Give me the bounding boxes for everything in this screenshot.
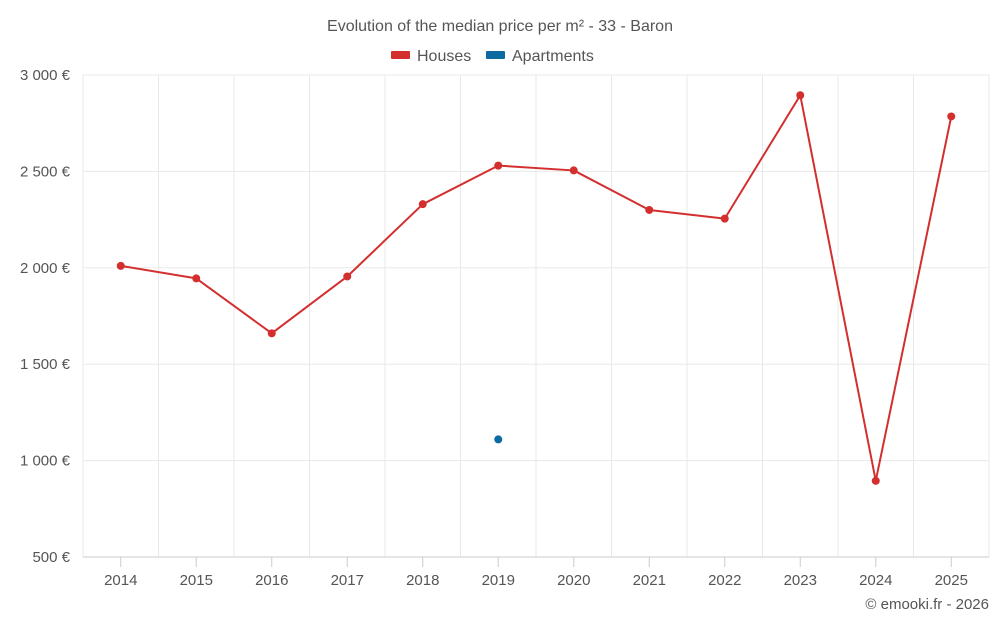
x-tick-label: 2016 [255, 572, 288, 589]
chart-title: Evolution of the median price per m² - 3… [327, 18, 673, 35]
series-line-houses [120, 94, 953, 482]
data-point-houses [192, 274, 201, 283]
data-point-houses [569, 166, 578, 175]
x-tick-label: 2014 [104, 572, 137, 589]
credit-text: © emooki.fr - 2026 [865, 596, 989, 613]
axis-layer: 500 € 1 000 € 1 500 € 2 000 € 2 500 € 3 000 €… [20, 67, 989, 589]
data-point-houses [494, 161, 503, 170]
x-tick-label: 2021 [633, 572, 666, 589]
x-tick-label: 2019 [482, 572, 515, 589]
grid-layer [82, 74, 990, 557]
x-tick-label: 2022 [708, 572, 741, 589]
y-tick-label: 2 500 € [20, 163, 71, 180]
x-tick-label: 2017 [331, 572, 364, 589]
x-tick-label: 2024 [859, 572, 892, 589]
data-point-houses [116, 261, 125, 270]
x-tick-label: 2025 [935, 572, 968, 589]
legend-label-houses: Houses [417, 48, 471, 65]
y-tick-label: 1 000 € [20, 453, 71, 470]
y-tick-label: 500 € [32, 549, 70, 566]
x-tick-label: 2018 [406, 572, 439, 589]
x-tick-label: 2020 [557, 572, 590, 589]
legend-swatch-houses [391, 51, 410, 59]
x-tick-label: 2023 [784, 572, 817, 589]
y-tick-label: 1 500 € [20, 356, 71, 373]
legend: Houses Apartments [391, 48, 594, 65]
legend-swatch-apartments [486, 51, 505, 59]
data-point-houses [720, 214, 729, 223]
x-tick-label: 2015 [180, 572, 213, 589]
y-tick-label: 2 000 € [20, 260, 71, 277]
series-layer [116, 91, 956, 485]
data-point-houses [343, 272, 352, 281]
data-point-houses [947, 112, 956, 121]
data-point-houses [418, 200, 427, 209]
y-tick-label: 3 000 € [20, 67, 71, 84]
data-point-houses [645, 205, 654, 214]
data-point-houses [871, 476, 880, 485]
data-point-apartments [494, 435, 503, 444]
data-point-houses [267, 329, 276, 338]
data-point-houses [796, 91, 805, 100]
legend-label-apartments: Apartments [512, 48, 594, 65]
